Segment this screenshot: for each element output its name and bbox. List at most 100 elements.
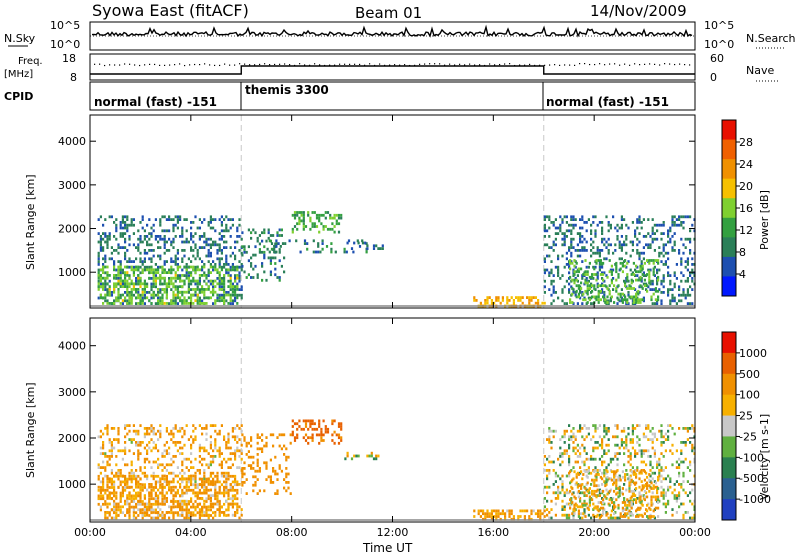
data-cell — [176, 226, 179, 230]
data-cell — [220, 460, 223, 464]
data-cell — [218, 288, 221, 291]
data-cell — [597, 259, 600, 262]
data-cell — [154, 237, 157, 241]
data-cell — [278, 433, 281, 437]
data-cell — [573, 281, 576, 285]
data-cell — [176, 268, 179, 272]
data-cell — [651, 491, 654, 495]
data-cell — [157, 246, 160, 249]
data-cell — [311, 225, 314, 228]
data-cell — [550, 279, 553, 283]
data-cell — [124, 296, 127, 300]
data-cell — [234, 488, 237, 492]
data-cell — [176, 505, 179, 509]
data-cell — [675, 449, 678, 453]
data-cell — [110, 469, 113, 472]
data-cell — [113, 285, 116, 288]
data-cell — [117, 260, 120, 263]
data-cell — [148, 432, 151, 436]
data-cell — [559, 226, 562, 230]
data-cell — [539, 515, 542, 518]
data-cell — [609, 516, 612, 520]
data-cell — [601, 237, 604, 241]
data-cell — [652, 292, 655, 296]
data-cell — [557, 485, 560, 489]
data-cell — [163, 240, 166, 244]
data-cell — [691, 502, 694, 506]
data-cell — [587, 488, 590, 492]
data-cell — [579, 516, 582, 520]
data-cell — [598, 491, 601, 495]
data-cell — [630, 478, 633, 482]
data-cell — [250, 276, 253, 279]
data-cell — [247, 450, 250, 453]
data-cell — [196, 296, 199, 300]
data-cell — [576, 429, 579, 433]
data-cell — [117, 514, 120, 517]
data-cell — [161, 463, 164, 467]
data-cell — [135, 288, 138, 291]
data-cell — [163, 449, 166, 453]
data-cell — [477, 509, 480, 513]
power-colorbar-tick-label: 28 — [739, 136, 753, 149]
data-cell — [106, 511, 109, 515]
data-cell — [143, 235, 146, 238]
data-cell — [187, 477, 190, 481]
data-cell — [181, 299, 184, 302]
data-cell — [315, 216, 319, 220]
data-cell — [648, 275, 651, 279]
data-cell — [617, 503, 620, 507]
data-cell — [686, 291, 689, 294]
data-cell — [652, 267, 655, 271]
data-cell — [607, 463, 610, 467]
data-cell — [653, 302, 656, 305]
data-cell — [143, 229, 146, 233]
data-cell — [598, 249, 601, 252]
data-cell — [159, 235, 162, 238]
data-cell — [601, 502, 604, 506]
data-cell — [669, 485, 672, 489]
data-cell — [486, 296, 489, 299]
data-cell — [652, 259, 655, 262]
data-cell — [141, 271, 144, 274]
data-cell — [296, 227, 299, 231]
data-cell — [201, 432, 204, 436]
data-cell — [102, 446, 105, 450]
data-cell — [302, 219, 305, 223]
data-cell — [576, 302, 579, 305]
data-cell — [141, 514, 144, 517]
data-cell — [240, 293, 243, 297]
data-cell — [609, 243, 612, 247]
data-cell — [561, 488, 564, 492]
data-cell — [636, 466, 639, 469]
data-cell — [678, 471, 681, 475]
data-cell — [675, 277, 678, 280]
data-cell — [124, 226, 127, 230]
data-cell — [146, 240, 149, 244]
data-cell — [198, 491, 201, 495]
data-cell — [568, 474, 571, 478]
data-cell — [618, 485, 621, 489]
data-cell — [214, 240, 217, 244]
data-cell — [574, 260, 577, 263]
data-cell — [126, 260, 129, 263]
data-cell — [236, 229, 239, 233]
data-cell — [241, 433, 244, 437]
data-cell — [671, 513, 674, 517]
data-cell — [159, 221, 162, 224]
data-cell — [256, 469, 259, 473]
data-cell — [121, 494, 124, 498]
data-cell — [678, 293, 681, 297]
data-cell — [179, 276, 182, 280]
data-cell — [621, 298, 624, 302]
velocity-colorbar-swatch — [722, 332, 736, 354]
data-cell — [608, 489, 611, 493]
data-cell — [605, 483, 608, 486]
data-cell — [223, 471, 226, 475]
data-cell — [624, 478, 627, 482]
data-cell — [154, 486, 157, 489]
data-cell — [605, 257, 608, 261]
data-cell — [207, 249, 210, 252]
data-cell — [154, 235, 157, 238]
data-cell — [379, 247, 382, 250]
